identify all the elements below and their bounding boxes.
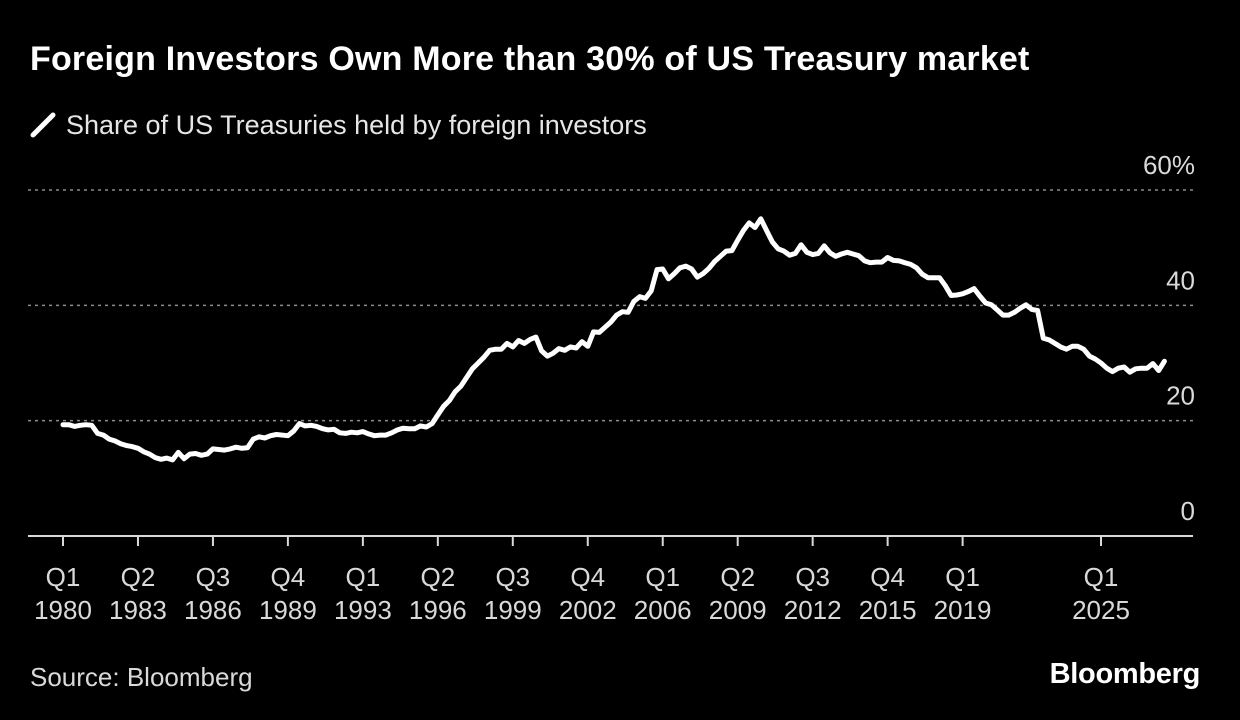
y-tick-label: 0 [1181,496,1195,526]
x-tick-label-quarter: Q2 [420,562,455,592]
gridlines [28,189,1193,422]
x-tick-label-quarter: Q3 [196,562,231,592]
x-tick-label-year: 1993 [334,595,392,625]
x-tick-label-quarter: Q1 [945,562,980,592]
y-axis-tick-labels: 0 20 40 60% [1143,150,1195,526]
x-tick-label-year: 2006 [634,595,692,625]
x-tick-label-quarter: Q4 [870,562,905,592]
x-tick-label-year: 2002 [559,595,617,625]
x-tick-label-year: 2025 [1072,595,1130,625]
x-tick-label-quarter: Q1 [645,562,680,592]
x-tick-label-year: 2012 [784,595,842,625]
legend-line-swatch-icon [30,112,56,138]
x-tick-label-year: 1989 [259,595,317,625]
legend: Share of US Treasuries held by foreign i… [30,108,647,142]
x-tick-label-quarter: Q4 [271,562,306,592]
x-tick-label-year: 1980 [34,595,92,625]
y-tick-label: 20 [1166,381,1195,411]
x-tick-label-quarter: Q4 [570,562,605,592]
x-tick-label-quarter: Q1 [46,562,81,592]
y-tick-label: 60% [1143,150,1195,180]
series-layer [60,216,1167,463]
y-tick-label: 40 [1166,265,1195,295]
source-note: Source: Bloomberg [30,662,253,692]
x-tick-label-quarter: Q1 [346,562,381,592]
x-tick-label-quarter: Q3 [495,562,530,592]
x-tick-label-year: 1986 [184,595,242,625]
x-tick-label-year: 2009 [709,595,767,625]
legend-label: Share of US Treasuries held by foreign i… [66,109,647,140]
x-tick-label-year: 2019 [934,595,992,625]
x-tick-label-year: 1996 [409,595,467,625]
series-line-foreign-share [60,216,1167,463]
bloomberg-logo: Bloomberg [1049,658,1201,690]
x-tick-label-quarter: Q2 [720,562,755,592]
x-tick-label-quarter: Q3 [795,562,830,592]
x-tick-label-year: 2015 [859,595,917,625]
x-tick-label-year: 1999 [484,595,542,625]
x-tick-label-year: 1983 [109,595,167,625]
x-tick-label-quarter: Q2 [121,562,156,592]
x-tick-label-quarter: Q1 [1084,562,1119,592]
chart-title: Foreign Investors Own More than 30% of U… [30,40,1030,78]
x-axis-ticks: Q11980Q21983Q31986Q41989Q11993Q21996Q319… [34,536,1130,625]
